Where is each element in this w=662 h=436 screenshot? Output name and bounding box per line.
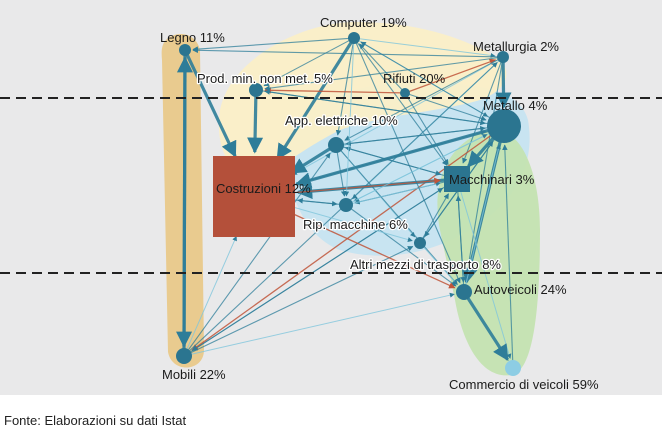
node-legno	[179, 44, 191, 56]
edge-prodmin-to-costruzioni	[247, 94, 264, 154]
label-metallurgia: Metallurgia 2%	[473, 39, 559, 54]
node-mobili	[176, 348, 192, 364]
edge-mobili-to-macchinari	[187, 187, 444, 354]
label-costruzioni: Costruzioni 12%	[216, 181, 311, 196]
label-rifiuti: Rifiuti 20%	[383, 71, 446, 86]
label-macchinari: Macchinari 3%	[449, 172, 535, 187]
edge-metallurgia-to-prodmin	[264, 56, 500, 91]
node-metallurgia	[497, 51, 509, 63]
edge-costruzioni-to-autoveicoli	[276, 205, 456, 289]
network-diagram: Legno 11% Computer 19% Metallurgia 2% Pr…	[0, 15, 662, 392]
label-altrimezzi: Altri mezzi di trasporto 8%	[350, 257, 501, 272]
edge-computer-to-prodmin	[263, 39, 352, 87]
edge-macchinari-to-appelettriche	[345, 146, 449, 178]
edge-autoveicoli-to-macchinari	[455, 195, 465, 288]
edge-computer-to-appelettriche	[335, 41, 354, 136]
node-altrimezzi	[414, 237, 426, 249]
edge-computer-to-costruzioni	[276, 40, 354, 161]
node-autoveicoli	[456, 284, 472, 300]
node-prodmin	[249, 83, 263, 97]
edge-rifiuti-to-prodmin	[264, 87, 403, 94]
edge-metallo-to-computer	[360, 41, 496, 122]
edge-altrimezzi-to-autoveicoli	[422, 245, 458, 285]
edge-mobili-to-costruzioni	[185, 235, 237, 352]
label-commercio: Commercio di veicoli 59%	[449, 377, 599, 392]
edge-commercio-to-metallo	[502, 144, 514, 364]
edge-legno-to-costruzioni	[185, 52, 237, 158]
node-macchinari	[444, 166, 470, 192]
edge-ripmacchine-to-metallo	[349, 134, 488, 204]
label-computer: Computer 19%	[320, 15, 407, 30]
edge-metallurgia-to-appelettriche	[344, 58, 501, 141]
edge-rifiuti-to-computer	[358, 43, 404, 92]
edge-prodmin-to-metallo	[260, 90, 486, 126]
edge-metallurgia-to-metallo	[495, 60, 512, 109]
edge-mobili-to-altrimezzi	[188, 246, 414, 355]
node-rifiuti	[400, 88, 410, 98]
label-appelettriche: App. elettriche 10%	[285, 113, 398, 128]
node-commercio	[505, 360, 521, 376]
label-legno: Legno 11%	[160, 30, 225, 45]
edge-altrimezzi-to-macchinari	[421, 193, 449, 241]
label-prodmin: Prod. min. non met. 5%	[197, 71, 333, 86]
edge-costruzioni-to-altrimezzi	[278, 202, 413, 242]
node-ripmacchine	[339, 198, 353, 212]
edge-metallurgia-to-legno	[192, 47, 500, 58]
edge-ripmacchine-to-macchinari	[349, 181, 441, 205]
node-appelettriche	[328, 137, 344, 153]
edge-appelettriche-to-costruzioni	[290, 146, 333, 175]
node-metallo	[487, 109, 521, 143]
edge-autoveicoli-to-commercio	[465, 295, 509, 361]
edge-rifiuti-to-metallurgia	[407, 58, 497, 93]
group-orange	[161, 34, 204, 368]
node-computer	[348, 32, 360, 44]
edge-costruzioni-to-macchinari	[279, 177, 441, 195]
label-autoveicoli: Autoveicoli 24%	[474, 282, 567, 297]
edge-computer-to-legno	[192, 37, 351, 52]
edge-computer-to-macchinari	[355, 40, 448, 166]
edge-legno-to-mobili	[176, 53, 193, 348]
label-ripmacchine: Rip. macchine 6%	[303, 217, 408, 232]
edge-metallurgia-to-macchinari	[462, 60, 503, 164]
edge-costruzioni-to-metallo	[278, 129, 487, 190]
label-metallo: Metallo 4%	[483, 98, 548, 113]
source-note: Fonte: Elaborazioni su dati Istat	[4, 413, 187, 428]
label-mobili: Mobili 22%	[162, 367, 226, 382]
edge-appelettriche-to-metallo	[340, 125, 486, 146]
edge-computer-to-metallurgia	[357, 38, 496, 58]
edge-computer-to-ripmacchine	[344, 41, 355, 197]
node-costruzioni	[213, 156, 295, 237]
edge-computer-to-autoveicoli	[354, 41, 461, 284]
edge-rifiuti-to-macchinari	[406, 95, 449, 165]
edge-metallo-to-macchinari	[467, 132, 499, 168]
edge-mobili-to-appelettriche	[186, 152, 331, 353]
edge-mobili-to-autoveicoli	[188, 292, 455, 356]
edge-autoveicoli-to-metallo	[464, 144, 501, 288]
